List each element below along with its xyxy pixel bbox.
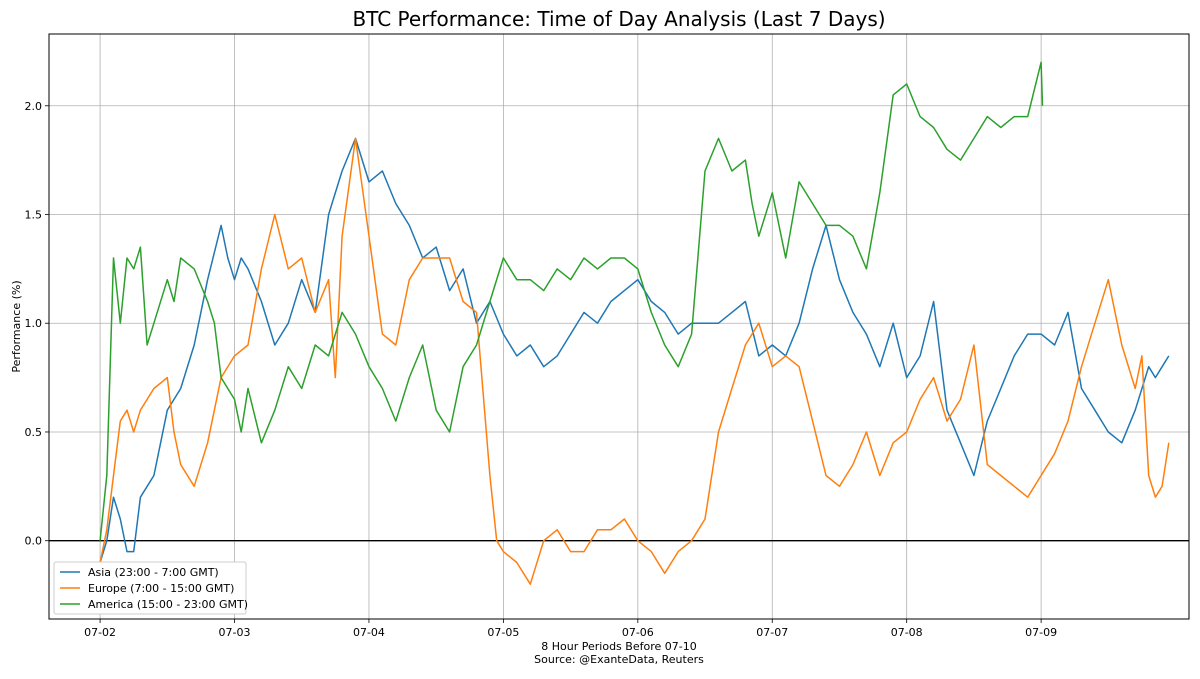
series-line-asia	[99, 137, 1170, 563]
plot-frame	[48, 33, 1190, 620]
series-line-america	[99, 61, 1044, 541]
x-axis-label: 8 Hour Periods Before 07-10	[541, 640, 696, 653]
y-tick-label: 0.0	[25, 535, 43, 548]
x-tick-label: 07-09	[1025, 626, 1057, 639]
legend-label-asia: Asia (23:00 - 7:00 GMT)	[88, 566, 219, 579]
source-label: Source: @ExanteData, Reuters	[534, 653, 704, 666]
x-tick-label: 07-04	[353, 626, 385, 639]
legend-label-america: America (15:00 - 23:00 GMT)	[88, 598, 248, 611]
y-tick-label: 0.5	[25, 426, 43, 439]
legend-box	[53, 561, 247, 615]
x-tick-label: 07-08	[891, 626, 923, 639]
x-tick-label: 07-03	[219, 626, 251, 639]
x-tick-label: 07-06	[622, 626, 654, 639]
axis-ticks: 07-02 07-03 07-04 07-05 07-06 07-07 07-08 07-09…	[25, 100, 1058, 639]
legend: Asia (23:00 - 7:00 GMT) Europe (7:00 - 1…	[53, 561, 248, 615]
chart-title: BTC Performance: Time of Day Analysis (L…	[352, 7, 885, 31]
y-tick-label: 2.0	[25, 100, 43, 113]
y-axis-label: Performance (%)	[10, 280, 23, 372]
x-tick-label: 07-07	[756, 626, 788, 639]
x-tick-label: 07-05	[487, 626, 519, 639]
series-line-europe	[99, 137, 1170, 585]
series-lines	[49, 61, 1189, 585]
y-tick-label: 1.5	[25, 209, 43, 222]
legend-label-europe: Europe (7:00 - 15:00 GMT)	[88, 582, 234, 595]
y-tick-label: 1.0	[25, 317, 43, 330]
x-tick-label: 07-02	[84, 626, 116, 639]
